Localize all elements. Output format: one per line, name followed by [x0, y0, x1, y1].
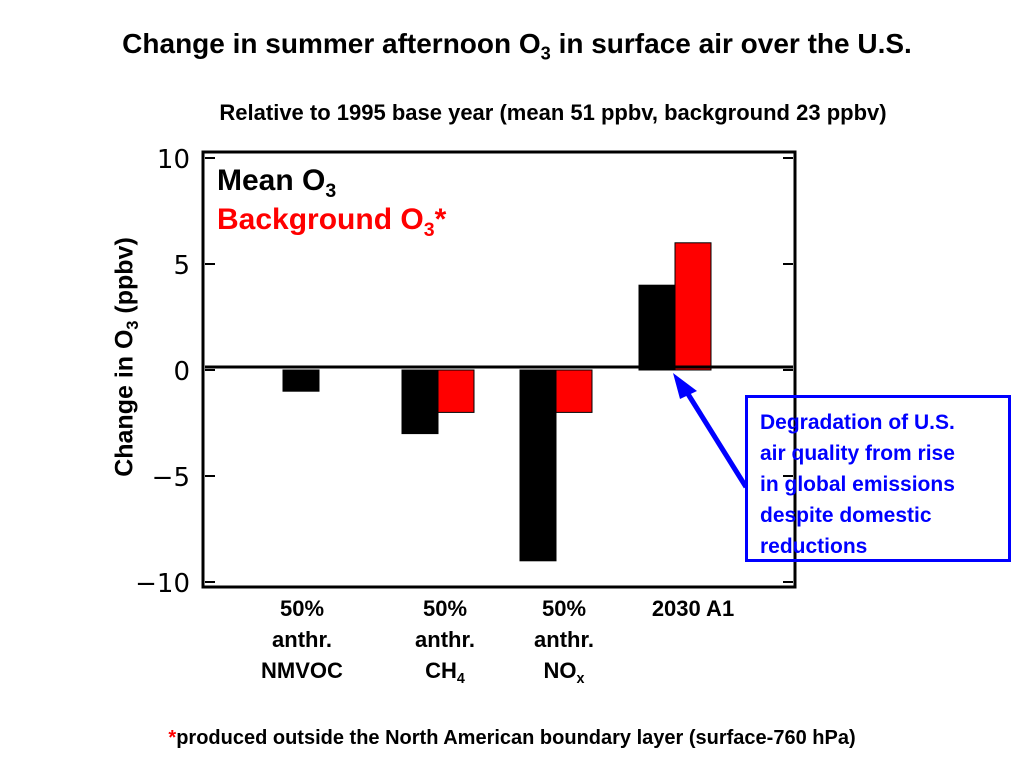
footnote-star: *	[168, 727, 177, 749]
bar-mean-2	[519, 369, 557, 562]
legend-background: Background O3*	[217, 203, 447, 241]
footnote-text: produced outside the North American boun…	[176, 727, 856, 749]
annotation-arrow-head	[673, 373, 697, 399]
y-tick-label: 5	[173, 251, 190, 281]
legend-mean: Mean O3	[217, 164, 337, 202]
category-label-2030-a1: 2030 A1	[651, 596, 735, 621]
annotation-line: despite domestic	[760, 504, 932, 527]
bar-mean-1	[401, 369, 439, 435]
y-tick-label: −5	[152, 463, 190, 493]
bar-background-1	[437, 369, 475, 413]
y-tick-label: 10	[157, 145, 190, 175]
annotation-box: Degradation of U.S. air quality from ris…	[745, 395, 1011, 562]
annotation-line: air quality from rise	[760, 442, 955, 465]
annotation-line: Degradation of U.S.	[760, 411, 955, 434]
y-axis-label: Change in O3 (ppbv)	[110, 237, 143, 477]
y-tick-label: −10	[135, 569, 190, 599]
bar-background-2	[555, 369, 593, 413]
chart-title: Change in summer afternoon O3 in surface…	[122, 28, 912, 64]
annotation-line: in global emissions	[760, 473, 955, 496]
footnote: *produced outside the North American bou…	[0, 727, 1024, 750]
y-tick-label: 0	[173, 357, 190, 387]
category-label-nox: 50% anthr. NOx	[534, 596, 594, 687]
plot-frame	[201, 150, 797, 589]
bar-mean-3	[638, 284, 676, 371]
bars-group	[282, 242, 712, 562]
annotation-arrow	[685, 392, 749, 489]
category-label-nmvoc: 50% anthr. NMVOC	[261, 596, 343, 683]
chart-subtitle: Relative to 1995 base year (mean 51 ppbv…	[219, 100, 887, 125]
bar-background-3	[674, 242, 712, 371]
bar-mean-0	[282, 369, 320, 392]
ticks-group: 10 5 0 −5 −10	[135, 145, 793, 599]
annotation-line: reductions	[760, 535, 868, 558]
category-label-ch4: 50% anthr. CH4	[415, 596, 475, 687]
